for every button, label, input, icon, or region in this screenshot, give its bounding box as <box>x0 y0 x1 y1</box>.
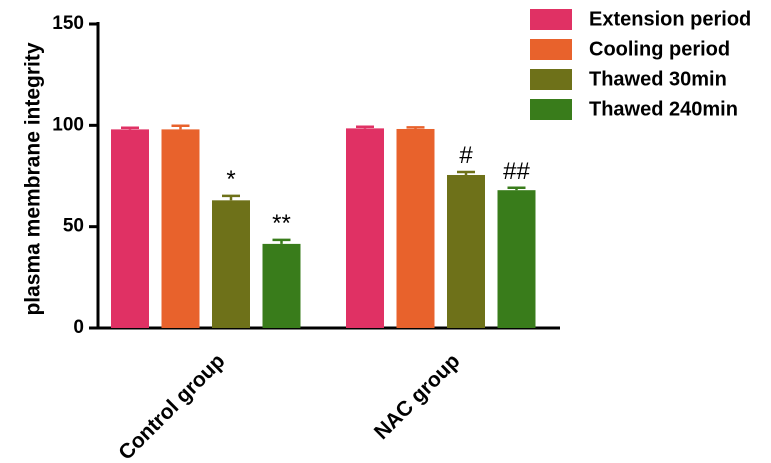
legend-swatch <box>530 99 572 120</box>
significance-marker: ## <box>503 158 530 185</box>
bar <box>212 200 250 328</box>
category-label: NAC group <box>370 349 465 444</box>
y-tick-label: 100 <box>52 114 84 135</box>
category-labels: Control group NAC group <box>114 349 464 463</box>
y-axis-title: plasma membrane integrity <box>22 42 45 315</box>
category-label: Control group <box>114 349 229 463</box>
legend-swatch <box>530 9 572 30</box>
bar <box>262 243 301 328</box>
bar <box>396 128 435 328</box>
y-tick-label: 0 <box>73 317 84 338</box>
bars-group: ***### <box>111 124 536 328</box>
legend-label: Thawed 240min <box>589 98 738 120</box>
bar <box>161 129 200 328</box>
bar <box>111 129 149 328</box>
y-tick-label: 50 <box>63 216 84 237</box>
legend-label: Extension period <box>589 8 751 30</box>
legend-swatch <box>530 69 572 90</box>
significance-marker: # <box>459 142 473 169</box>
y-tick-label: 150 <box>52 13 84 34</box>
bar <box>497 190 536 328</box>
legend: Extension period Cooling period Thawed 30m… <box>530 8 751 120</box>
legend-label: Cooling period <box>589 38 730 60</box>
legend-swatch <box>530 39 572 60</box>
significance-marker: ** <box>272 210 291 237</box>
significance-marker: * <box>226 166 235 193</box>
bar <box>346 128 384 328</box>
legend-label: Thawed 30min <box>589 68 727 90</box>
bar <box>447 174 485 328</box>
